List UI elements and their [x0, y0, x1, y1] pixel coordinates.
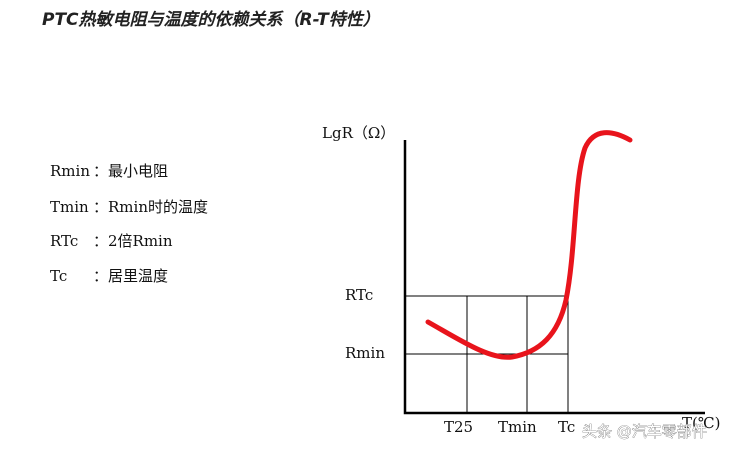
x-label: T(℃): [682, 414, 721, 432]
def-term: Rmin: [50, 162, 90, 180]
x-label: Tc: [558, 418, 575, 436]
rt-diagram: LgR（Ω） RTc Rmin T25 Tmin Tc T(℃): [322, 124, 721, 436]
title: PTC热敏电阻与温度的依赖关系（R-T特性）: [42, 10, 380, 30]
def-term: Tmin: [50, 198, 89, 216]
y-axis-label: LgR（Ω）: [322, 124, 395, 142]
x-label: Tmin: [498, 418, 537, 436]
y-label: Rmin: [345, 344, 385, 362]
def-term: RTc: [50, 232, 78, 250]
axes: [403, 140, 705, 415]
rt-curve: [425, 130, 633, 360]
watermark: 头条 @汽车零部件: [582, 423, 707, 441]
x-label: T25: [444, 418, 473, 436]
definitions: Rmin ：最小电阻 Tmin ：Rmin时的温度 RTc ：2倍Rmin Tc…: [50, 162, 208, 285]
y-label: RTc: [345, 286, 373, 304]
def-desc: ：Rmin时的温度: [93, 198, 208, 216]
def-desc: ：居里温度: [93, 267, 168, 285]
def-desc: ：最小电阻: [93, 162, 168, 180]
def-term: Tc: [50, 267, 67, 285]
def-desc: ：2倍Rmin: [93, 232, 173, 250]
